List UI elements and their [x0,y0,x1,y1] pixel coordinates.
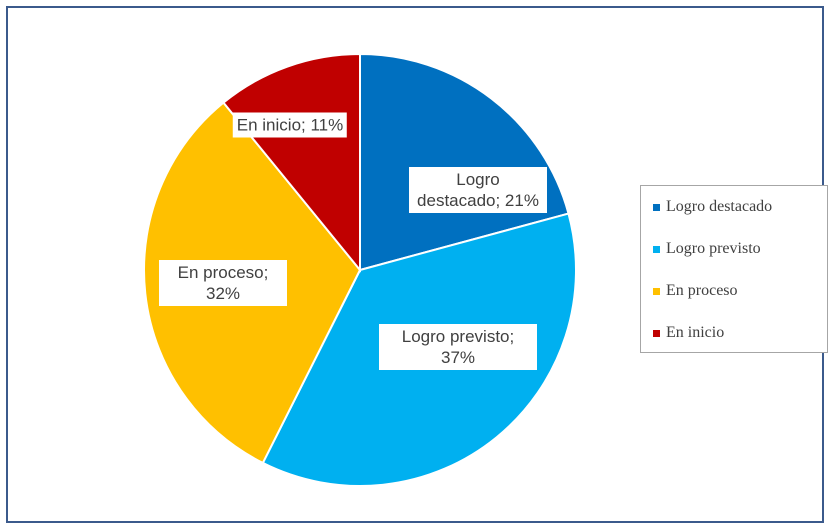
legend-swatch [653,287,660,295]
legend-label: Logro destacado [666,198,773,215]
legend-swatch [653,245,660,253]
legend-item: Logro destacado [653,198,772,216]
legend-swatch [653,329,660,337]
data-label: Logro destacado; 21% [409,167,547,213]
legend-label: En inicio [666,324,725,341]
legend: Logro destacado Logro previsto En proceso E… [640,185,828,353]
legend-item: En proceso [653,282,738,300]
legend-label: Logro previsto [666,240,761,257]
legend-label: En proceso [666,282,738,299]
data-label: En proceso; 32% [159,260,287,306]
data-label: Logro previsto; 37% [379,324,537,370]
legend-swatch [653,203,660,211]
data-label: En inicio; 11% [232,112,348,138]
pie-slice [222,52,361,273]
pie-slice [359,52,570,272]
legend-item: Logro previsto [653,240,761,258]
legend-item: En inicio [653,324,724,342]
